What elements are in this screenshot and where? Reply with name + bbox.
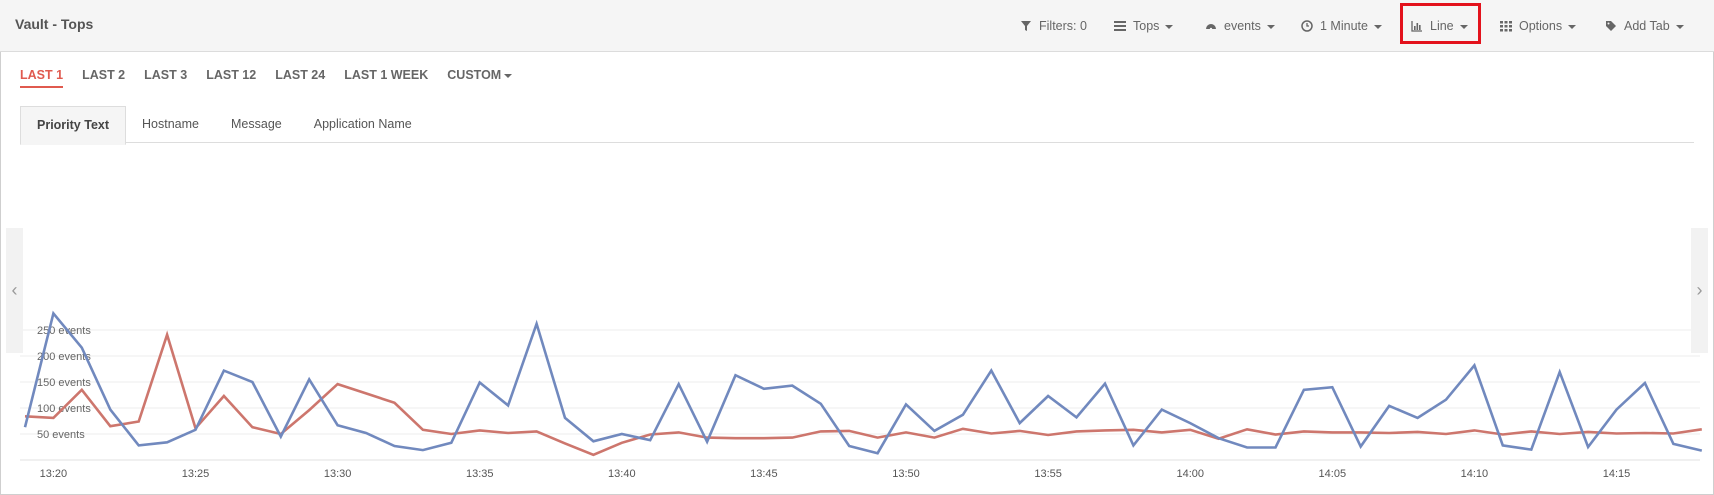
chevron-down-icon [1568,24,1577,29]
tab-hostname[interactable]: Hostname [142,117,199,131]
tab-priority-text[interactable]: Priority Text [20,106,127,145]
range-custom-label: CUSTOM [447,68,502,82]
dashboard-icon [1206,23,1216,30]
chevron-down-icon [1459,24,1468,29]
chart-next-arrow[interactable]: › [1691,228,1708,353]
range-last-1[interactable]: LAST 1 [20,68,64,88]
add-tab-label: Add Tab [1624,18,1670,33]
tab-application-name[interactable]: Application Name [313,117,412,131]
options-label: Options [1519,18,1563,33]
chevron-right-icon: › [1696,280,1703,300]
interval-button[interactable]: 1 Minute [1301,0,1382,51]
chart-prev-arrow[interactable]: ‹ [6,228,23,353]
chevron-down-icon [1675,24,1684,29]
tabs-divider [20,142,1694,143]
filters-label: Filters: 0 [1039,18,1087,33]
chart-type-label: Line [1430,18,1454,33]
tab-message[interactable]: Message [231,117,282,131]
events-button[interactable]: events [1205,0,1275,51]
range-custom[interactable]: CUSTOM [447,68,513,88]
chevron-left-icon: ‹ [11,280,18,300]
top-toolbar: Vault - Tops Filters: 0 Tops events 1 Mi… [0,0,1714,52]
range-last-24[interactable]: LAST 24 [275,68,326,82]
filter-icon [1021,20,1031,31]
chevron-down-icon [504,73,513,78]
range-last-2[interactable]: LAST 2 [82,68,126,82]
chevron-down-icon [1266,24,1275,29]
page-title: Vault - Tops [15,16,94,32]
bar-chart-icon [1411,20,1422,32]
options-button[interactable]: Options [1500,0,1577,51]
tops-label: Tops [1133,18,1160,33]
range-last-3[interactable]: LAST 3 [144,68,188,82]
range-last-12[interactable]: LAST 12 [206,68,257,82]
grid-icon [1500,20,1512,31]
chart-type-button[interactable]: Line [1411,0,1468,51]
tops-button[interactable]: Tops [1114,0,1174,51]
add-tab-button[interactable]: Add Tab [1605,0,1684,51]
chevron-down-icon [1373,24,1382,29]
interval-label: 1 Minute [1320,18,1368,33]
events-label: events [1224,18,1261,33]
clock-icon [1301,19,1313,32]
tab-bar: Priority Text Hostname Message Applicati… [20,106,428,145]
tag-icon [1606,20,1616,31]
range-last-1-week[interactable]: LAST 1 WEEK [344,68,429,82]
list-icon [1114,20,1126,31]
time-range-selector: LAST 1 LAST 2 LAST 3 LAST 12 LAST 24 LAS… [20,68,531,88]
filters-button[interactable]: Filters: 0 [1020,0,1087,51]
chevron-down-icon [1165,24,1174,29]
